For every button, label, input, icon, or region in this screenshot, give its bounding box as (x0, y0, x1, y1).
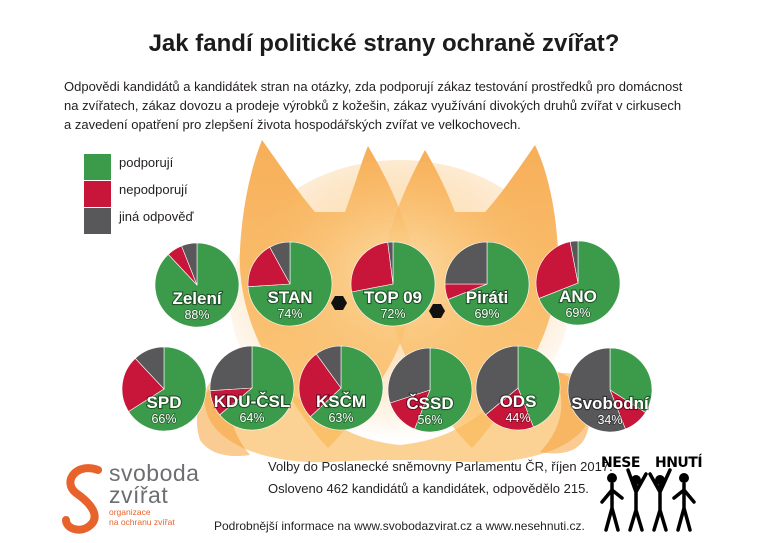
footer-response: Osloveno 462 kandidátů a kandidátek, odp… (268, 481, 589, 496)
pie-slice-support (538, 240, 621, 326)
pie-percent-label: 69% (565, 306, 590, 320)
svoboda-logo-tagline1: organizace (109, 507, 151, 517)
pie-slice-support (247, 241, 333, 327)
pie-slice-support (447, 241, 530, 327)
nesehnuti-logo-part1: NESE (601, 455, 640, 471)
fox-body-base (204, 372, 593, 463)
pie-slice-other (444, 241, 488, 285)
pie-party-label: Svobodní (571, 394, 650, 413)
pie-party-label: Piráti (466, 288, 509, 307)
pie-slice-other (269, 241, 291, 285)
pie-party-label: ODS (500, 392, 537, 411)
pie-party-label: KDU-ČSL (214, 392, 291, 411)
pie-slice-oppose (121, 357, 165, 412)
svoboda-logo-line1: svoboda (109, 460, 200, 486)
pie-slice-other (209, 345, 253, 391)
pie-slice-oppose (350, 241, 394, 293)
fox-eye-right (429, 304, 445, 318)
pie-slice-support (351, 241, 436, 327)
pie-percent-label: 63% (328, 411, 353, 425)
legend-swatch-oppose (84, 180, 111, 207)
pie-slice-support (219, 345, 295, 431)
footer-election: Volby do Poslanecké sněmovny Parlamentu … (268, 459, 613, 474)
pie-slice-other (181, 242, 198, 286)
legend-swatch-support (84, 153, 111, 180)
intro-text: Odpovědi kandidátů a kandidátek stran na… (64, 77, 682, 134)
legend-label-support: podporují (119, 155, 174, 170)
pie-slice-other (134, 346, 165, 390)
intro-line: Odpovědi kandidátů a kandidátek stran na… (64, 79, 683, 94)
pie-slice-other (315, 345, 342, 389)
pie-slice-other (387, 241, 394, 285)
pie-percent-label: 74% (277, 307, 302, 321)
intro-line: na zvířatech, zákaz dovozu a prodeje výr… (64, 98, 682, 113)
pie-slice-oppose (298, 353, 342, 418)
pie-slice-support (414, 347, 473, 433)
pie-percent-label: 34% (597, 413, 622, 427)
pie-slice-support (517, 345, 561, 428)
footer-more-info: Podrobnější informace na www.svobodazvir… (214, 519, 585, 533)
pie-percent-label: 69% (474, 307, 499, 321)
pie-party-label: KSČM (316, 392, 366, 411)
pie-slice-oppose (485, 387, 534, 431)
legend-item-support: podporují (84, 153, 194, 180)
pie-party-label: STAN (267, 288, 312, 307)
pie-slice-other (475, 345, 519, 416)
svoboda-logo-tagline2: na ochranu zvířat (109, 517, 175, 527)
pie-slice-support (128, 346, 207, 432)
pie-party-label: Zelení (172, 289, 222, 308)
pie-percent-label: 66% (151, 412, 176, 426)
legend-item-oppose: nepodporují (84, 180, 194, 207)
pie-slice-other (569, 240, 579, 284)
pie-slice-oppose (247, 246, 291, 287)
pie-party-label: ANO (559, 287, 597, 306)
svoboda-zvirat-logo-icon (62, 464, 102, 534)
pie-percent-label: 64% (239, 411, 264, 425)
legend-label-other: jiná odpověď (119, 209, 194, 224)
page-title: Jak fandí politické strany ochraně zvířa… (148, 30, 620, 57)
pie-party-label: ČSSD (406, 394, 453, 413)
pie-percent-label: 56% (417, 413, 442, 427)
legend-item-other: jiná odpověď (84, 207, 194, 234)
nesehnuti-figures-icon (600, 468, 696, 532)
pie-percent-label: 44% (505, 411, 530, 425)
pie-slice-other (387, 347, 431, 404)
legend-label-oppose: nepodporují (119, 182, 188, 197)
legend: podporují nepodporují jiná odpověď (84, 153, 194, 234)
pie-slice-support (309, 345, 384, 431)
fox-eye-left (331, 296, 347, 310)
pie-slice-oppose (535, 241, 579, 299)
nesehnuti-logo-part2: HNUTÍ (655, 455, 703, 471)
svoboda-logo-line2: zvířat (109, 482, 169, 508)
pie-slice-other (567, 347, 626, 433)
intro-line: a zavedení opatření pro zlepšení života … (64, 117, 521, 132)
pie-party-label: TOP 09 (364, 288, 422, 307)
legend-swatch-other (84, 207, 111, 234)
pie-percent-label: 72% (380, 307, 405, 321)
pie-party-label: SPD (147, 393, 182, 412)
pie-percent-label: 88% (184, 308, 209, 322)
